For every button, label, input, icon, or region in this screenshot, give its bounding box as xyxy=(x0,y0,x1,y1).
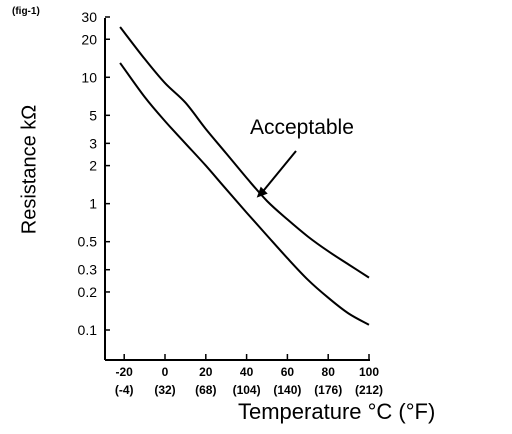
x-tick-label-fahrenheit: (140) xyxy=(273,383,301,397)
x-tick-label-fahrenheit: (32) xyxy=(154,383,175,397)
y-tick-label: 1 xyxy=(89,196,97,212)
annotation-arrow-head xyxy=(256,186,268,198)
y-tick-label: 2 xyxy=(89,158,97,174)
y-tick-label: 10 xyxy=(81,69,97,85)
y-tick-label: 30 xyxy=(81,9,97,25)
x-tick-label: 0 xyxy=(162,365,169,379)
y-tick-label: 0.2 xyxy=(78,284,98,300)
x-tick-label: 80 xyxy=(322,365,336,379)
y-tick-label: 20 xyxy=(81,31,97,47)
x-tick-label: 60 xyxy=(281,365,295,379)
series-line-lower-limit xyxy=(119,62,370,326)
x-tick-label: 40 xyxy=(240,365,254,379)
x-tick-label-fahrenheit: (212) xyxy=(355,383,383,397)
x-tick-label-fahrenheit: (-4) xyxy=(115,383,134,397)
x-tick-label: 100 xyxy=(359,365,379,379)
y-tick-label: 5 xyxy=(89,107,97,123)
figure-label: (fig-1) xyxy=(12,6,40,17)
annotation-acceptable: Acceptable xyxy=(250,116,354,139)
x-tick-label-fahrenheit: (68) xyxy=(195,383,216,397)
y-tick-label: 0.1 xyxy=(78,322,98,338)
y-tick-label: 0.5 xyxy=(78,234,98,250)
y-axis-label: Resistance kΩ xyxy=(18,104,41,235)
x-tick-label-fahrenheit: (104) xyxy=(233,383,261,397)
series-line-upper-limit xyxy=(119,26,370,279)
x-tick-label: -20 xyxy=(116,365,134,379)
x-tick-label: 20 xyxy=(199,365,213,379)
y-tick-label: 0.3 xyxy=(78,262,98,278)
x-tick-label-fahrenheit: (176) xyxy=(314,383,342,397)
x-axis-label: Temperature °C (°F) xyxy=(238,399,436,424)
annotation-arrow-line xyxy=(261,150,297,193)
y-tick-label: 3 xyxy=(89,135,97,151)
